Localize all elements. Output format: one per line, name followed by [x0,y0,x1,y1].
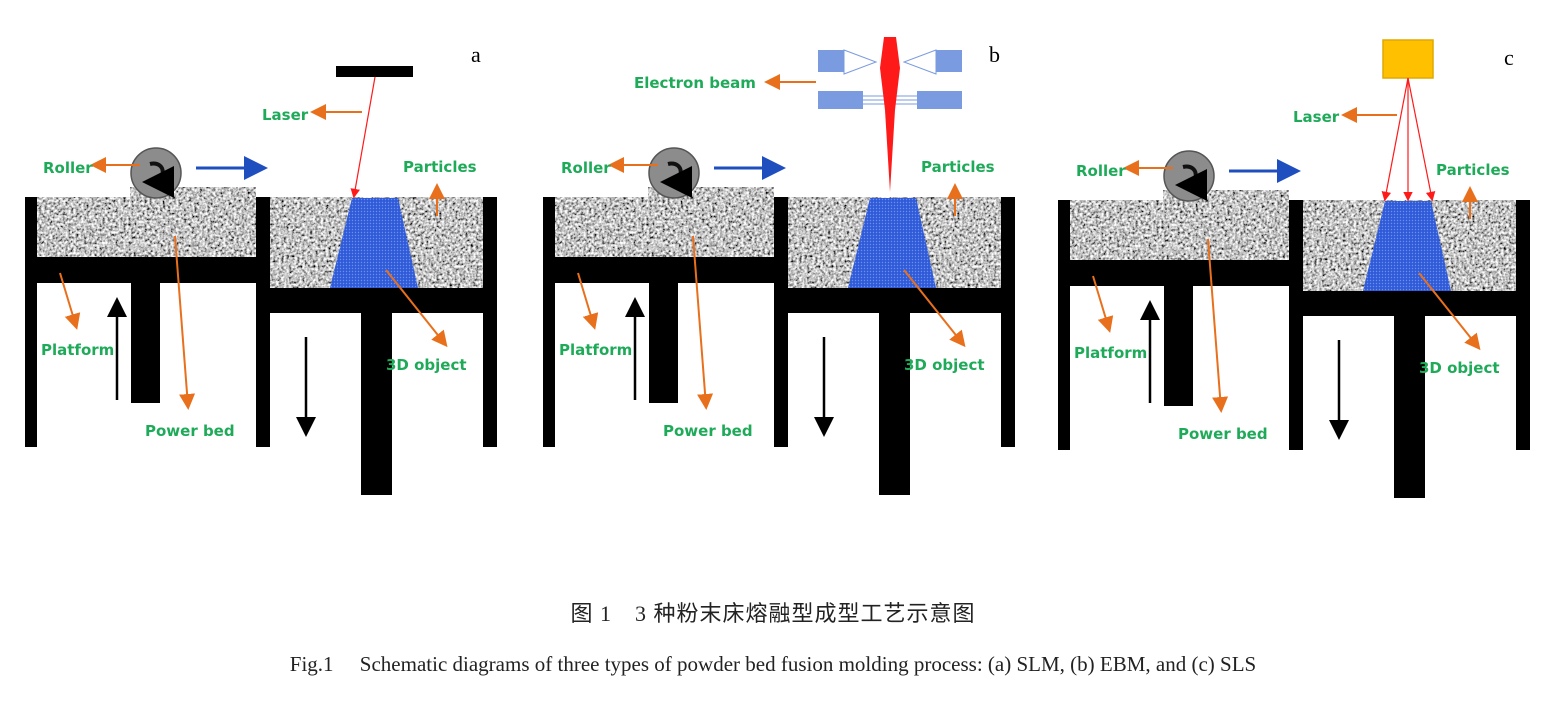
object-label: 3D object [904,356,985,374]
build-piston [361,313,392,495]
chamber-wall [543,197,555,447]
object-label: 3D object [1419,359,1500,377]
particles-label: Particles [403,158,477,176]
rotation-arrow-icon [660,161,693,198]
platform-pointer [577,272,599,330]
laser-source [336,66,413,77]
rotation-arrow-icon [1175,164,1208,201]
deflection-coil [818,50,844,72]
object-pointer [903,269,966,348]
object-pointer [385,269,448,348]
panel-c: Roller Particles Platform Power bed 3D objec… [1058,39,1530,498]
3d-object [848,198,936,288]
platform-label: Platform [1074,344,1147,362]
chamber-wall [483,197,497,447]
roller-label: Roller [561,159,611,177]
roller-icon [130,147,182,199]
focus-lens [818,91,863,109]
rotation-arrow-icon [142,161,175,198]
powder-bed-feed [37,197,256,257]
particles-label: Particles [1436,161,1510,179]
powder-bed-pointer [1207,238,1229,413]
coil-field [902,49,937,75]
powder-bed-pointer [692,235,714,410]
powder-bed-label: Power bed [663,422,753,440]
panel-b: Roller Particles Platform Power bed 3D objec… [543,37,1015,495]
build-piston [879,313,910,495]
chamber-wall [1289,200,1303,450]
source-label: Electron beam [634,74,756,92]
powder-bed-pointer [174,235,196,410]
coil-field [843,49,878,75]
feed-platform [25,257,262,283]
laser-source [1382,39,1434,79]
object-pointer [1418,272,1481,351]
chamber-wall [25,197,37,447]
deflection-coil [936,50,962,72]
laser-beam [350,76,376,199]
source-label: Laser [1293,108,1340,126]
chamber-wall [1058,200,1070,450]
3d-object [1363,201,1451,291]
pbf-diagram: Roller Particles Platform Power bed 3D objec… [25,37,1530,498]
feed-platform [543,257,780,283]
build-platform [262,288,485,313]
object-label: 3D object [386,356,467,374]
feed-platform [1058,260,1295,286]
build-piston [1394,316,1425,498]
particles-label: Particles [921,158,995,176]
roller-label: Roller [43,159,93,177]
caption-english: Fig.1 Schematic diagrams of three types … [289,652,1257,676]
roller-icon [648,147,700,199]
build-platform [1295,291,1518,316]
chamber-wall [774,197,788,447]
3d-object [330,198,418,288]
panel-letter: a [471,42,481,67]
powder-bed-label: Power bed [145,422,235,440]
platform-pointer [59,272,81,330]
panel-a: Roller Particles Platform Power bed 3D objec… [25,42,497,495]
roller-label: Roller [1076,162,1126,180]
build-platform [780,288,1003,313]
powder-bed-feed [1070,200,1289,260]
platform-pointer [1092,275,1114,333]
panel-letter: b [989,42,1000,67]
platform-label: Platform [41,341,114,359]
laser-beam [1381,77,1409,202]
platform-label: Platform [559,341,632,359]
roller-icon [1163,150,1215,202]
laser-beam [1407,77,1436,202]
powder-bed-feed [555,197,774,257]
powder-bed-label: Power bed [1178,425,1268,443]
source-label: Laser [262,106,309,124]
chamber-wall [1516,200,1530,450]
focus-lens [917,91,962,109]
panel-letter: c [1504,45,1514,70]
electron-beam [880,37,900,192]
chamber-wall [256,197,270,447]
feed-piston [649,283,678,403]
feed-piston [1164,286,1193,406]
caption-chinese: 图 1 3 种粉末床熔融型成型工艺示意图 [570,601,976,626]
feed-piston [131,283,160,403]
chamber-wall [1001,197,1015,447]
